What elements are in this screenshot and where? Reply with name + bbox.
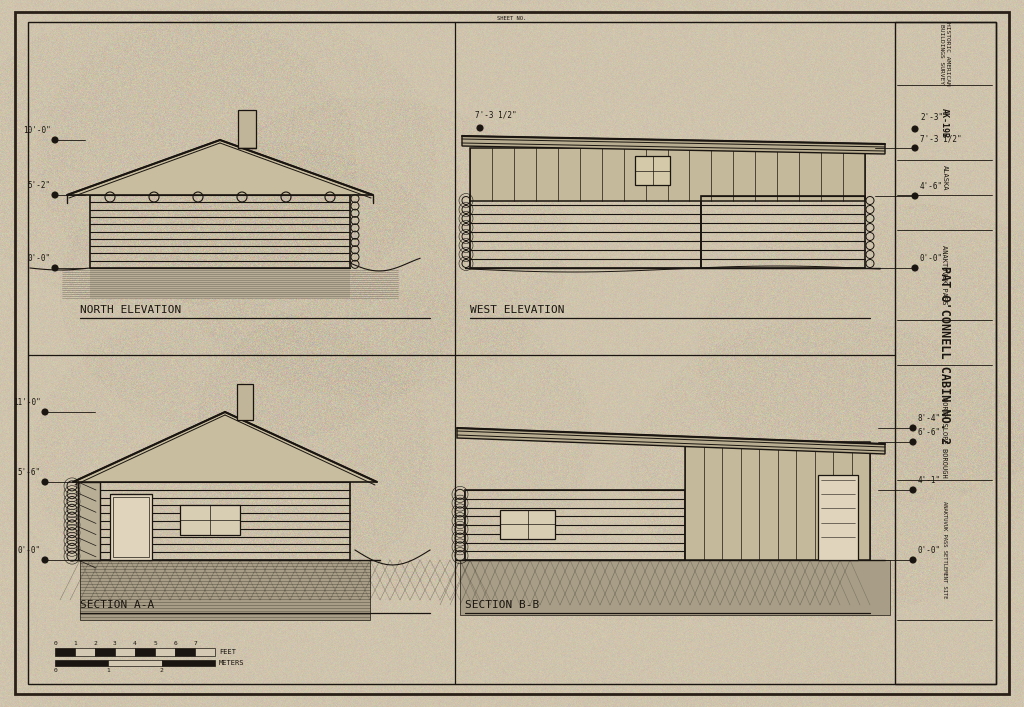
Text: NORTH ELEVATION: NORTH ELEVATION [80, 305, 181, 315]
Text: 2'-3": 2'-3" [920, 113, 943, 122]
Text: 7: 7 [194, 641, 197, 646]
Bar [895, 22, 996, 684]
Circle shape [910, 487, 916, 493]
Circle shape [910, 439, 916, 445]
Text: 7'-3 1/2": 7'-3 1/2" [920, 134, 962, 143]
Bar [237, 384, 253, 420]
Text: NORTH SLOPE BOROUGH: NORTH SLOPE BOROUGH [941, 397, 947, 478]
Text: 10'-0": 10'-0" [24, 126, 51, 135]
Bar [195, 648, 215, 656]
Text: 0: 0 [53, 668, 57, 673]
Text: 0: 0 [53, 641, 57, 646]
Text: 0'-0": 0'-0" [28, 254, 51, 263]
Bar [155, 648, 175, 656]
Circle shape [42, 409, 48, 415]
Text: SECTION A-A: SECTION A-A [80, 600, 155, 610]
Text: 11'-0": 11'-0" [13, 398, 41, 407]
Bar [135, 648, 155, 656]
Text: ANAKTUVUK PASS SETTLEMENT SITE: ANAKTUVUK PASS SETTLEMENT SITE [942, 501, 947, 599]
Text: 5'-2": 5'-2" [28, 181, 51, 190]
Bar [55, 648, 75, 656]
Bar [460, 560, 890, 615]
Circle shape [52, 192, 58, 198]
Bar [175, 648, 195, 656]
Text: 1: 1 [106, 668, 111, 673]
Text: 0'-0": 0'-0" [920, 254, 943, 263]
Text: SECTION B-B: SECTION B-B [465, 600, 540, 610]
Circle shape [477, 125, 483, 131]
Text: AK-19B: AK-19B [940, 107, 949, 137]
Circle shape [912, 145, 918, 151]
Bar [635, 156, 670, 185]
Text: ANAKTUVUK PASS: ANAKTUVUK PASS [941, 245, 947, 305]
Bar [465, 490, 685, 560]
Bar [470, 148, 865, 201]
Text: METERS: METERS [219, 660, 245, 666]
Circle shape [42, 557, 48, 563]
Text: WEST ELEVATION: WEST ELEVATION [470, 305, 564, 315]
Circle shape [910, 425, 916, 431]
Bar [78, 482, 100, 560]
Polygon shape [67, 140, 373, 195]
Bar [95, 648, 115, 656]
Circle shape [52, 137, 58, 143]
Bar [162, 660, 215, 666]
Text: 4: 4 [133, 641, 137, 646]
Text: 7'-3 1/2": 7'-3 1/2" [475, 111, 517, 120]
Text: 1: 1 [73, 641, 77, 646]
Bar [80, 560, 370, 620]
Bar [701, 196, 865, 268]
Text: 4'-1": 4'-1" [918, 476, 941, 485]
Text: 6'-6": 6'-6" [918, 428, 941, 437]
Text: FEET: FEET [219, 649, 236, 655]
Text: 5'-6": 5'-6" [17, 468, 41, 477]
Bar [110, 493, 152, 560]
Text: PAT O'CONNELL CABIN NO. 2: PAT O'CONNELL CABIN NO. 2 [938, 266, 951, 444]
Polygon shape [462, 136, 885, 154]
Text: 0'-0": 0'-0" [918, 546, 941, 555]
Bar [90, 195, 350, 268]
Text: 3: 3 [113, 641, 117, 646]
Text: 2: 2 [160, 668, 164, 673]
Text: 2: 2 [93, 641, 97, 646]
Text: SHEET NO.: SHEET NO. [498, 16, 526, 21]
Bar [55, 660, 109, 666]
Text: 0'-0": 0'-0" [17, 546, 41, 555]
Text: HISTORIC AMERICAN
BUILDINGS SURVEY: HISTORIC AMERICAN BUILDINGS SURVEY [939, 22, 950, 86]
Circle shape [912, 265, 918, 271]
Text: 8'-4": 8'-4" [918, 414, 941, 423]
Bar [238, 110, 256, 148]
Bar [100, 482, 350, 560]
Circle shape [912, 126, 918, 132]
Circle shape [42, 479, 48, 485]
Bar [75, 648, 95, 656]
Text: 6: 6 [173, 641, 177, 646]
Bar [113, 497, 150, 557]
Bar [90, 268, 350, 298]
Polygon shape [73, 412, 377, 482]
Bar [685, 442, 870, 560]
Circle shape [52, 265, 58, 271]
Circle shape [910, 557, 916, 563]
Text: ALASKA: ALASKA [941, 165, 947, 190]
Bar [470, 196, 701, 268]
Bar [818, 475, 858, 560]
Bar [180, 506, 240, 535]
Bar [115, 648, 135, 656]
Text: 4'-6": 4'-6" [920, 182, 943, 191]
Text: 5: 5 [154, 641, 157, 646]
Bar [109, 660, 162, 666]
Polygon shape [457, 428, 885, 454]
Bar [500, 510, 555, 539]
Circle shape [912, 193, 918, 199]
